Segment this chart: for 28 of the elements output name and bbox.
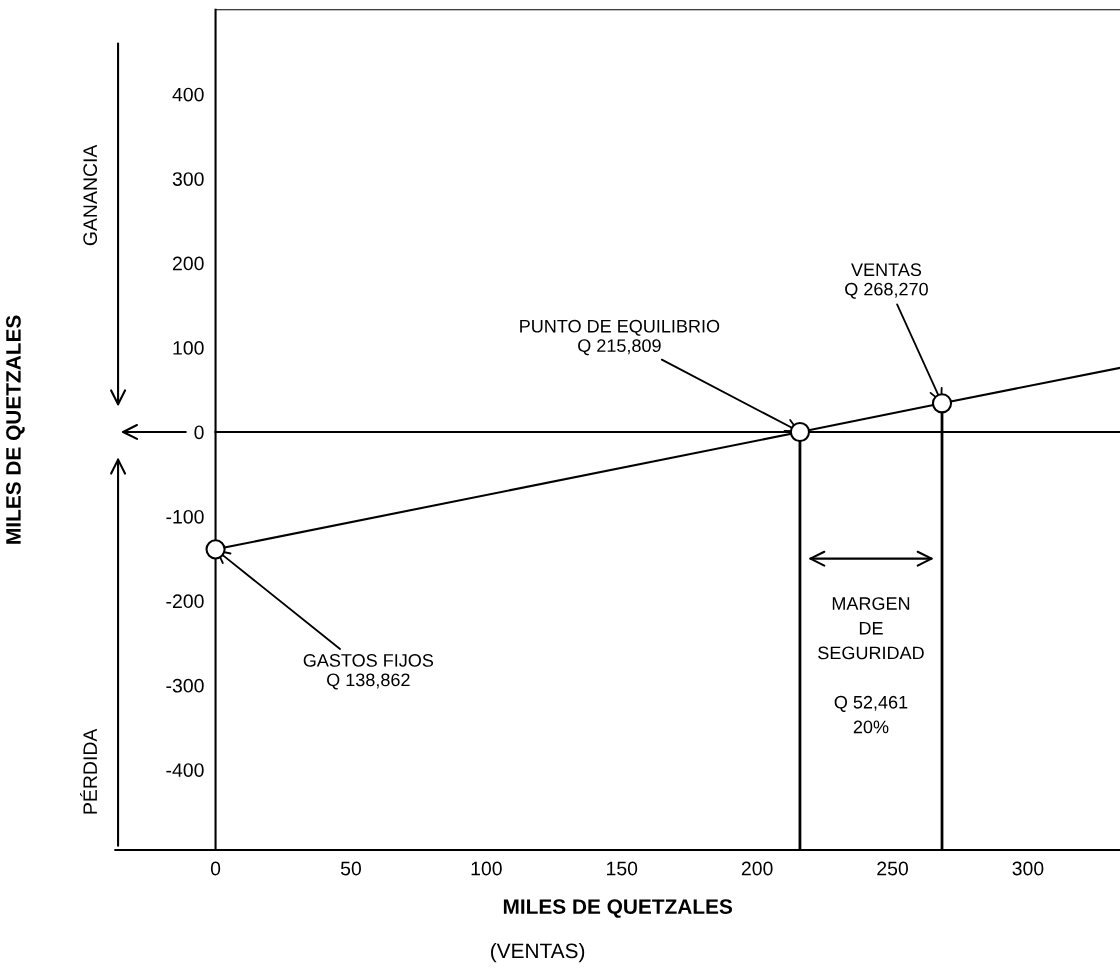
x-tick-label: 50 xyxy=(340,861,361,876)
y-tick-label: -100 xyxy=(166,509,204,524)
text: MARGEN DE SEGURIDAD Q 52,461 20% xyxy=(818,597,924,734)
x-tick-label: 0 xyxy=(210,861,221,876)
y-tick-label: 300 xyxy=(172,172,204,186)
x-tick-label: 150 xyxy=(607,861,638,876)
point xyxy=(205,539,226,560)
x-axis-title: MILES DE QUETZALES xyxy=(503,899,733,918)
y-tick-label: 0 xyxy=(194,425,204,440)
y-tick-label: -300 xyxy=(166,678,204,693)
point xyxy=(789,421,811,443)
annotation: PUNTO DE EQUILIBRIO Q 215,809 xyxy=(520,319,720,356)
x-tick-label: 300 xyxy=(1012,861,1044,876)
y-axis-title: MILES DE QUETZALES xyxy=(6,315,25,544)
y-tick-label: -400 xyxy=(166,763,204,778)
x-tick-label: 100 xyxy=(471,861,502,876)
x-tick-label: 250 xyxy=(877,861,908,876)
annotation: GASTOS FIJOS Q 138,862 xyxy=(303,654,434,690)
text: GANANCIA xyxy=(83,144,98,246)
annotation: VENTAS Q 268,270 xyxy=(845,263,928,299)
x-tick-label: 200 xyxy=(741,861,773,876)
y-tick-label: 100 xyxy=(173,341,204,355)
y-tick-label: -200 xyxy=(166,594,204,609)
text: (VENTAS) xyxy=(491,942,585,963)
point xyxy=(931,393,953,414)
y-tick-label: 400 xyxy=(172,87,204,102)
text: PÉRDIDA xyxy=(80,728,97,814)
y-tick-label: 200 xyxy=(172,256,204,271)
